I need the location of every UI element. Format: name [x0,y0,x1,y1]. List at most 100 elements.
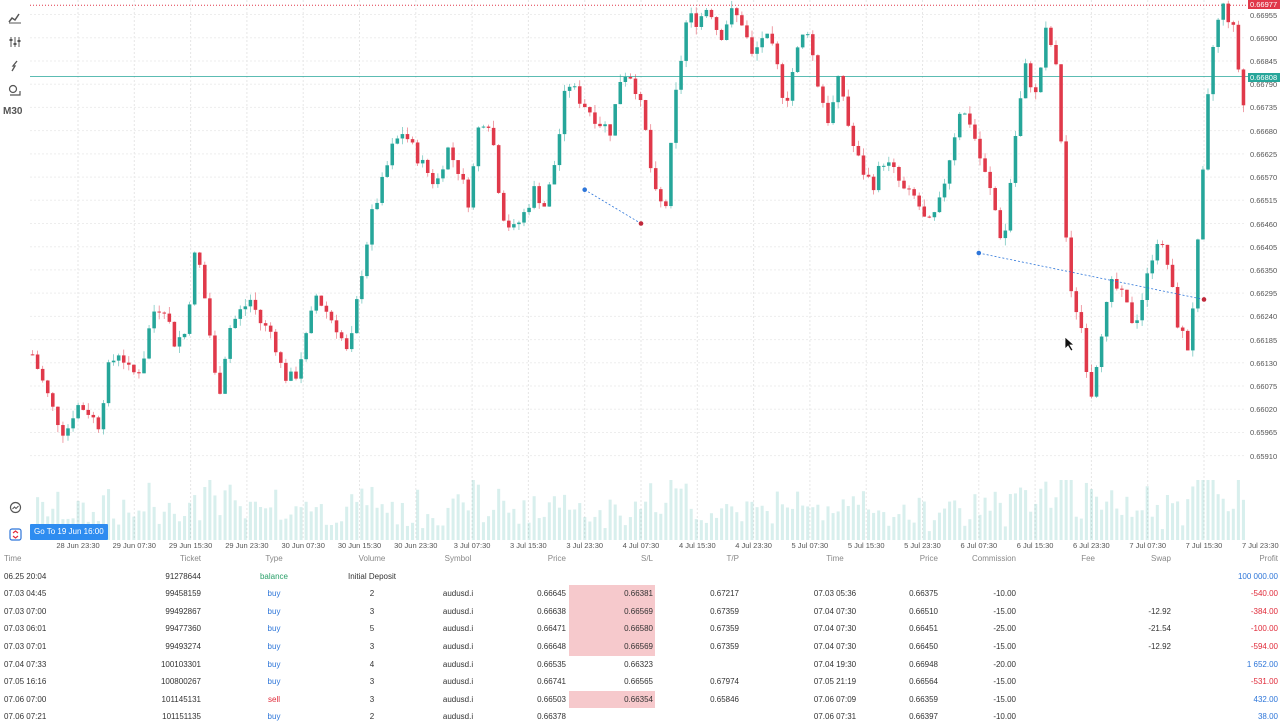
candle-body[interactable] [1185,330,1190,351]
candle-body[interactable] [517,222,521,225]
candle-body[interactable] [755,47,759,54]
candle-body[interactable] [947,160,952,184]
candle-body[interactable] [633,78,638,95]
candle-body[interactable] [871,176,876,191]
candle-body[interactable] [795,47,800,73]
candle-body[interactable] [811,34,815,56]
candle-body[interactable] [760,38,764,48]
candle-body[interactable] [780,64,785,98]
candle-body[interactable] [866,174,871,177]
candle-body[interactable] [284,362,288,381]
candle-body[interactable] [892,162,896,167]
candle-body[interactable] [988,171,992,189]
candle-body[interactable] [127,362,131,365]
candle-body[interactable] [957,113,962,138]
candle-body[interactable] [436,178,440,185]
candle-body[interactable] [745,25,749,38]
candle-body[interactable] [309,310,313,334]
price-chart[interactable] [0,0,1248,540]
col-profit[interactable]: Profit [1259,554,1278,563]
col-fee[interactable]: Fee [1081,554,1095,563]
candle-body[interactable] [628,77,633,79]
candle-body[interactable] [800,34,805,48]
candle-body[interactable] [643,100,648,130]
timeframe-label[interactable]: M30 [3,106,23,117]
candle-body[interactable] [1033,87,1038,93]
candle-body[interactable] [542,203,547,207]
candle-body[interactable] [45,380,50,394]
candle-body[interactable] [1196,239,1200,309]
candle-body[interactable] [1231,22,1236,25]
candle-body[interactable] [709,9,714,18]
candle-body[interactable] [659,189,663,202]
sell-trade-marker[interactable] [1201,297,1207,302]
candle-body[interactable] [1206,94,1210,170]
candle-body[interactable] [1003,230,1008,239]
candle-body[interactable] [831,102,835,124]
candle-body[interactable] [223,358,227,394]
candle-body[interactable] [142,358,146,374]
candle-body[interactable] [593,112,597,124]
candle-body[interactable] [613,104,617,136]
candle-body[interactable] [674,89,678,143]
candle-body[interactable] [714,17,719,30]
table-row[interactable]: 07.04 07:33 100103301 buy 4 audusd.i 0.66535 0… [0,656,1280,674]
candle-body[interactable] [91,414,96,418]
candle-body[interactable] [248,299,253,307]
col-close-time[interactable]: Time [826,554,844,563]
candle-body[interactable] [775,43,780,65]
candle-body[interactable] [233,318,237,329]
candle-body[interactable] [577,86,582,104]
table-row[interactable]: 07.06 07:00 101145131 sell 3 audusd.i 0.66503… [0,690,1280,709]
candle-body[interactable] [177,337,182,347]
candle-body[interactable] [137,372,141,374]
candle-body[interactable] [157,311,161,313]
col-time[interactable]: Time [4,554,22,563]
table-row[interactable]: 06.25 20:04 91278644 balance Initial Deposi… [0,568,1280,586]
candle-body[interactable] [1130,302,1134,324]
candle-body[interactable] [836,75,840,103]
candle-body[interactable] [648,129,653,169]
candle-body[interactable] [339,332,344,339]
candle-body[interactable] [952,137,957,161]
candle-body[interactable] [106,362,111,404]
candle-body[interactable] [567,86,572,91]
candle-body[interactable] [846,96,851,126]
candle-body[interactable] [263,323,268,326]
candle-body[interactable] [841,75,845,97]
candle-body[interactable] [370,209,374,245]
candle-body[interactable] [1084,328,1089,373]
candle-body[interactable] [71,418,75,429]
candle-body[interactable] [897,166,901,181]
candle-body[interactable] [203,264,207,299]
candle-body[interactable] [294,371,298,379]
candle-body[interactable] [740,15,744,26]
candle-body[interactable] [1094,367,1099,397]
candle-body[interactable] [501,192,506,221]
col-swap[interactable]: Swap [1150,554,1171,563]
candle-body[interactable] [927,216,932,218]
candle-body[interactable] [1216,19,1220,47]
candle-body[interactable] [1155,244,1160,261]
candle-body[interactable] [856,145,861,156]
candle-body[interactable] [121,355,126,363]
candle-body[interactable] [1165,244,1170,265]
candle-body[interactable] [61,425,65,436]
candle-body[interactable] [1059,64,1063,142]
candle-body[interactable] [664,201,668,207]
candle-body[interactable] [355,299,359,334]
col-symbol[interactable]: Symbol [444,554,472,563]
candle-body[interactable] [638,94,643,101]
candle-body[interactable] [562,90,567,135]
candle-body[interactable] [228,328,232,359]
candle-body[interactable] [167,313,172,322]
candle-body[interactable] [466,179,471,208]
candle-body[interactable] [998,210,1003,239]
candle-body[interactable] [1236,24,1241,70]
candle-body[interactable] [522,212,526,223]
table-row[interactable]: 07.06 07:21 101151135 buy 2 audusd.i 0.66378 0… [0,708,1280,726]
candle-body[interactable] [56,406,60,426]
candle-body[interactable] [1109,279,1114,302]
candle-body[interactable] [132,364,136,373]
col-commission[interactable]: Commission [971,554,1016,563]
